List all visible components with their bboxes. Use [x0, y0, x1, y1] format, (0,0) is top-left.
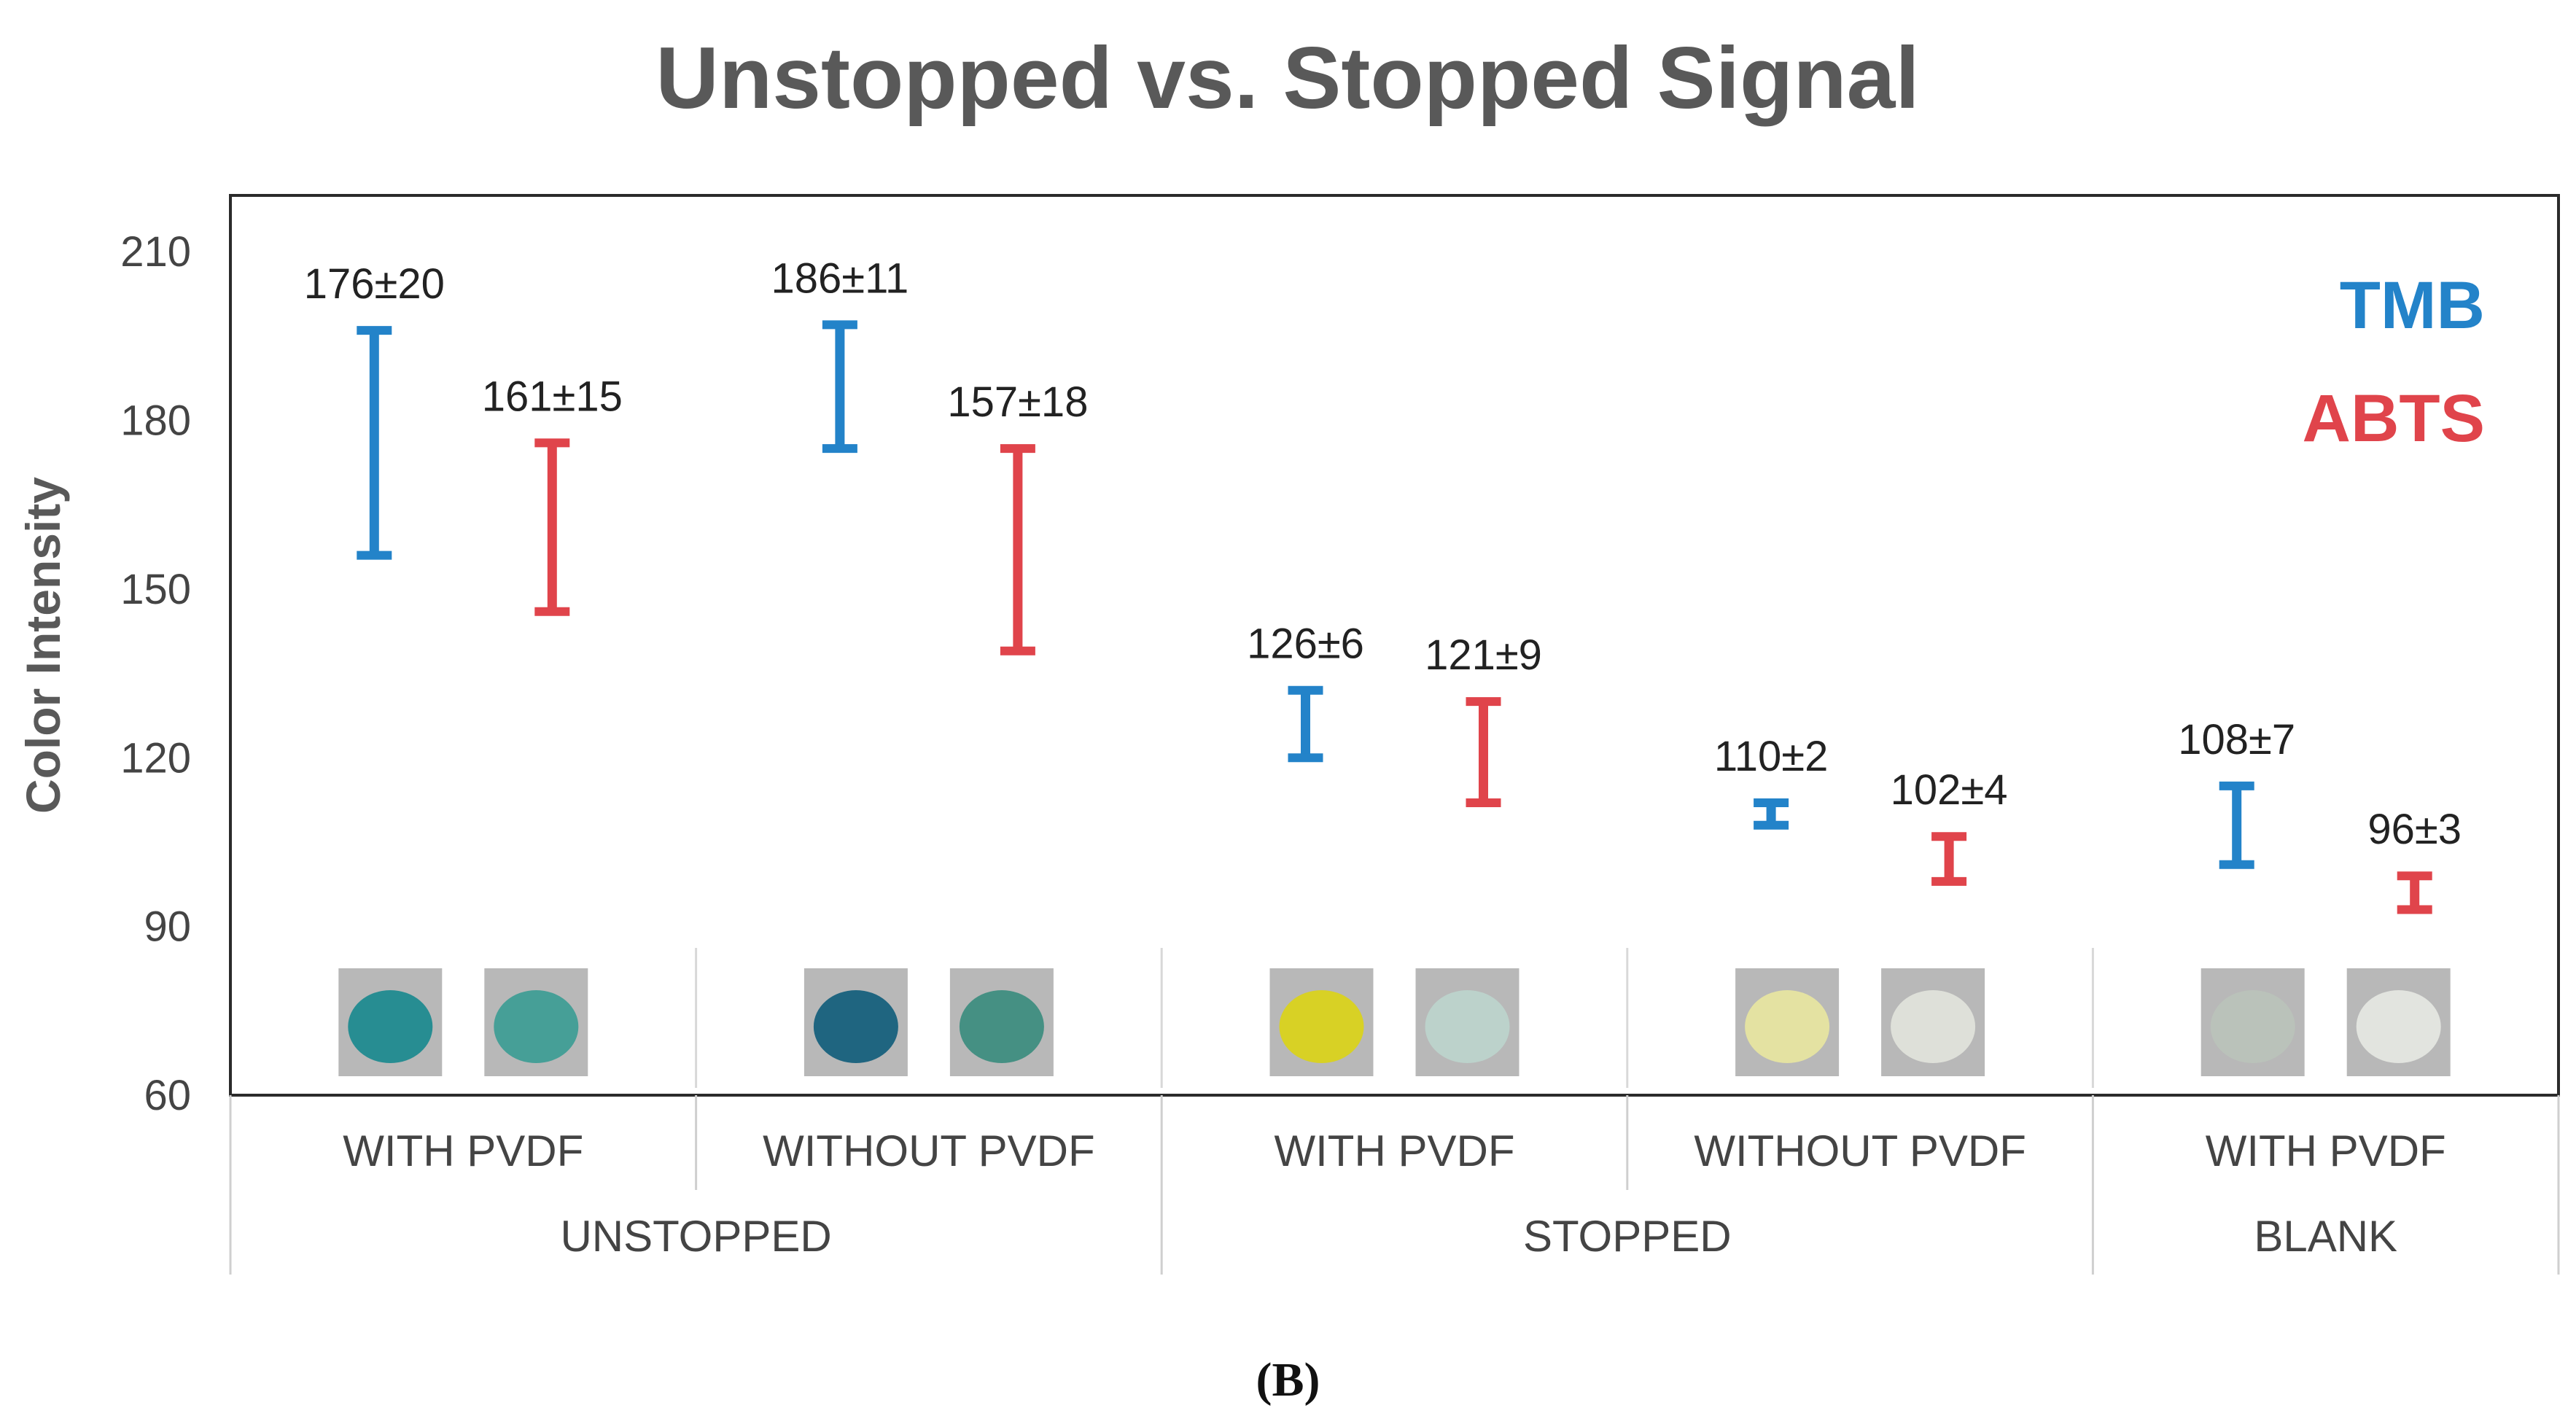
- x-category-label: WITH PVDF: [1275, 1127, 1515, 1175]
- x-category-label: WITH PVDF: [343, 1127, 583, 1175]
- legend-entry: TMB: [2340, 268, 2485, 343]
- x-category-label: WITHOUT PVDF: [1694, 1127, 2026, 1175]
- y-tick-label: 180: [120, 397, 191, 445]
- data-label: 176±20: [304, 260, 445, 308]
- data-label: 126±6: [1247, 621, 1364, 668]
- sample-spot: [1279, 990, 1364, 1063]
- y-tick-label: 60: [144, 1072, 191, 1119]
- y-tick-label: 210: [120, 228, 191, 276]
- y-tick-label: 120: [120, 734, 191, 782]
- y-tick-label: 90: [144, 903, 191, 951]
- sample-spot: [1745, 990, 1830, 1063]
- x-group-label: BLANK: [2254, 1212, 2397, 1261]
- data-label: 186±11: [771, 254, 908, 302]
- sample-spot: [1425, 990, 1510, 1063]
- sample-spot: [1891, 990, 1976, 1063]
- sample-spot: [348, 990, 433, 1063]
- x-category-label: WITH PVDF: [2206, 1127, 2446, 1175]
- data-label: 157±18: [947, 378, 1088, 426]
- legend-entry: ABTS: [2303, 381, 2485, 456]
- x-group-label: STOPPED: [1523, 1212, 1732, 1261]
- data-label: 121±9: [1425, 631, 1542, 679]
- sample-spot: [813, 990, 898, 1063]
- x-category-label: WITHOUT PVDF: [763, 1127, 1095, 1175]
- sample-spot: [959, 990, 1044, 1063]
- figure-caption: (B): [1256, 1353, 1320, 1407]
- data-label: 108±7: [2178, 716, 2295, 763]
- data-label: 102±4: [1891, 766, 2008, 814]
- x-group-label: UNSTOPPED: [560, 1212, 831, 1261]
- data-label: 96±3: [2367, 806, 2462, 853]
- y-tick-label: 150: [120, 566, 191, 613]
- y-axis-label: Color Intensity: [16, 477, 70, 814]
- sample-spot: [2356, 990, 2441, 1063]
- data-label: 161±15: [482, 373, 623, 420]
- data-label: 110±2: [1714, 733, 1829, 780]
- plot-frame: [229, 194, 2560, 1097]
- sample-spot: [2210, 990, 2295, 1063]
- chart-title: Unstopped vs. Stopped Signal: [655, 29, 1919, 127]
- sample-spot: [494, 990, 579, 1063]
